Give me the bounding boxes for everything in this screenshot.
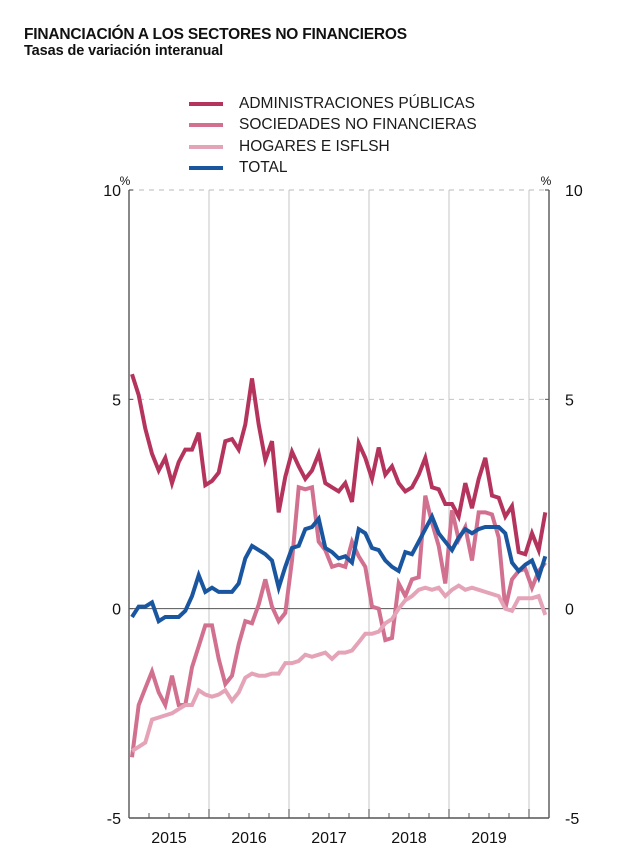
legend-label: SOCIEDADES NO FINANCIERAS (239, 116, 477, 134)
y-tick-label-left: -5 (107, 811, 121, 828)
legend-swatch (189, 123, 223, 128)
series-line-2 (130, 583, 548, 753)
legend-label: TOTAL (239, 159, 288, 177)
y-tick-label-left: 10 (103, 183, 121, 200)
legend-label: HOGARES E ISFLSH (239, 137, 390, 155)
y-tick-label-right: 10 (565, 183, 583, 200)
gridlines (129, 189, 549, 818)
x-tick-label: 2018 (391, 830, 427, 847)
legend-label: ADMINISTRACIONES PÚBLICAS (239, 94, 475, 112)
series-line-0 (130, 373, 548, 558)
y-tick-label-left: 0 (112, 602, 121, 619)
y-tick-label-right: -5 (565, 811, 579, 828)
x-tick-label: 2019 (471, 830, 507, 847)
axis-labels: 10 10 5 5 0 0 -5 -5% % 2015 2016 2017 2018 2019 (103, 174, 583, 847)
legend-swatch (189, 166, 223, 171)
x-tick-label: 2017 (311, 830, 347, 847)
legend-item-sociedades: SOCIEDADES NO FINANCIERAS (189, 115, 477, 137)
y-unit-left: % (120, 174, 131, 188)
y-tick-label-left: 5 (112, 392, 121, 409)
y-tick-label-right: 0 (565, 602, 574, 619)
axes (128, 189, 550, 819)
y-unit-right: % (541, 174, 552, 188)
chart-title: FINANCIACIÓN A LOS SECTORES NO FINANCIER… (24, 26, 407, 43)
series-group (130, 373, 548, 758)
legend-item-total: TOTAL (189, 158, 477, 180)
legend: ADMINISTRACIONES PÚBLICAS SOCIEDADES NO … (189, 93, 477, 179)
legend-item-administraciones: ADMINISTRACIONES PÚBLICAS (189, 93, 477, 115)
series-line-3 (130, 511, 548, 625)
legend-swatch (189, 101, 223, 106)
y-tick-label-right: 5 (565, 392, 574, 409)
legend-swatch (189, 144, 223, 149)
x-tick-label: 2015 (151, 830, 187, 847)
x-tick-label: 2016 (231, 830, 267, 847)
chart-subtitle: Tasas de variación interanual (24, 43, 224, 59)
legend-item-hogares: HOGARES E ISFLSH (189, 136, 477, 158)
